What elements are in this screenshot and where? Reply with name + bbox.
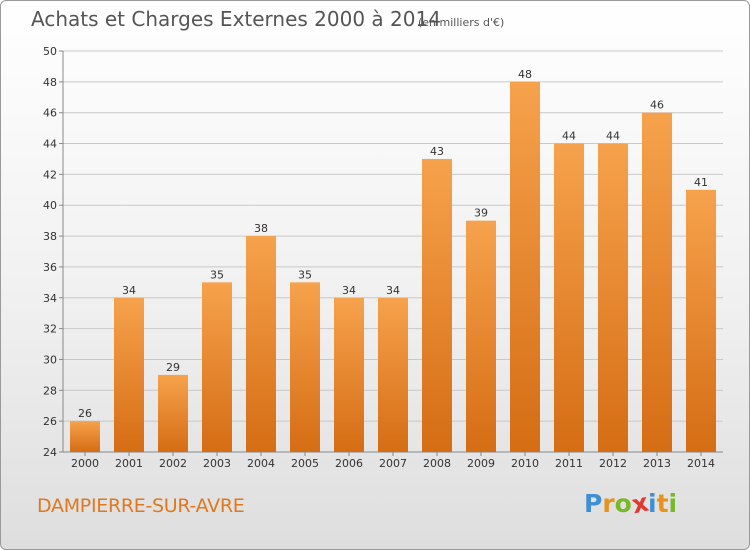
y-tick-label: 36 [43, 261, 57, 274]
data-label: 35 [298, 268, 312, 281]
bar [378, 297, 408, 452]
data-labels: 26 34 29 35 38 35 34 34 43 39 48 44 44 46 41 [78, 68, 708, 420]
y-tick-label: 42 [43, 168, 57, 181]
proxiti-logo[interactable]: Proxiti [584, 488, 678, 520]
bar [598, 143, 628, 453]
chart-subtitle: (en milliers d'€) [418, 16, 505, 29]
y-tick-label: 24 [43, 446, 57, 459]
bar [290, 282, 320, 452]
bar [202, 282, 232, 452]
x-tick-label: 2006 [335, 457, 363, 470]
y-tick-label: 28 [43, 384, 57, 397]
x-tick-label: 2001 [115, 457, 143, 470]
x-tick-label: 2014 [687, 457, 715, 470]
y-tick-label: 32 [43, 323, 57, 336]
x-tick-label: 2009 [467, 457, 495, 470]
logo-letter: r [602, 489, 615, 518]
bar [510, 81, 540, 452]
x-tick-label: 2007 [379, 457, 407, 470]
data-label: 35 [210, 268, 224, 281]
data-label: 44 [562, 130, 576, 143]
x-tick-label: 2000 [71, 457, 99, 470]
logo-letter: o [614, 489, 632, 518]
bar [686, 189, 716, 453]
logo-letter: t [656, 489, 669, 518]
bar [422, 158, 452, 452]
x-tick-label: 2008 [423, 457, 451, 470]
y-tick-label: 50 [43, 45, 57, 58]
x-tick-label: 2010 [511, 457, 539, 470]
y-tick-label: 48 [43, 76, 57, 89]
data-label: 41 [694, 176, 708, 189]
y-tick-label: 46 [43, 107, 57, 120]
logo-letter: P [584, 489, 603, 518]
y-tick-label: 26 [43, 415, 57, 428]
x-tick-label: 2011 [555, 457, 583, 470]
y-tick-label: 40 [43, 199, 57, 212]
x-tick-label: 2013 [643, 457, 671, 470]
chart-title: Achats et Charges Externes 2000 à 2014 [31, 7, 441, 31]
commune-name: DAMPIERRE-SUR-AVRE [37, 495, 245, 517]
data-label: 34 [342, 284, 356, 297]
y-tick-label: 38 [43, 230, 57, 243]
bar [554, 143, 584, 453]
y-tick-label: 34 [43, 292, 57, 305]
bar [114, 297, 144, 452]
bar [334, 297, 364, 452]
data-label: 38 [254, 222, 268, 235]
x-tick-label: 2012 [599, 457, 627, 470]
bar [642, 112, 672, 452]
y-tick-label: 44 [43, 138, 57, 151]
data-label: 26 [78, 407, 92, 420]
x-tick-label: 2005 [291, 457, 319, 470]
data-label: 44 [606, 130, 620, 143]
x-tick-label: 2003 [203, 457, 231, 470]
logo-letter: i [648, 489, 657, 518]
data-label: 43 [430, 145, 444, 158]
bar [246, 236, 276, 452]
axes: 24 26 28 30 32 34 36 38 40 42 44 46 48 50 2000 2001 2002… [43, 45, 723, 470]
x-tick-label: 2002 [159, 457, 187, 470]
data-label: 39 [474, 207, 488, 220]
data-label: 34 [386, 284, 400, 297]
bars [70, 81, 716, 453]
y-tick-label: 30 [43, 353, 57, 366]
bar [70, 421, 100, 452]
data-label: 46 [650, 99, 664, 112]
logo-letter: i [668, 489, 678, 518]
data-label: 29 [166, 361, 180, 374]
bar [158, 374, 188, 452]
x-tick-label: 2004 [247, 457, 275, 470]
data-label: 48 [518, 68, 532, 81]
data-label: 34 [122, 284, 136, 297]
bar [466, 220, 496, 452]
